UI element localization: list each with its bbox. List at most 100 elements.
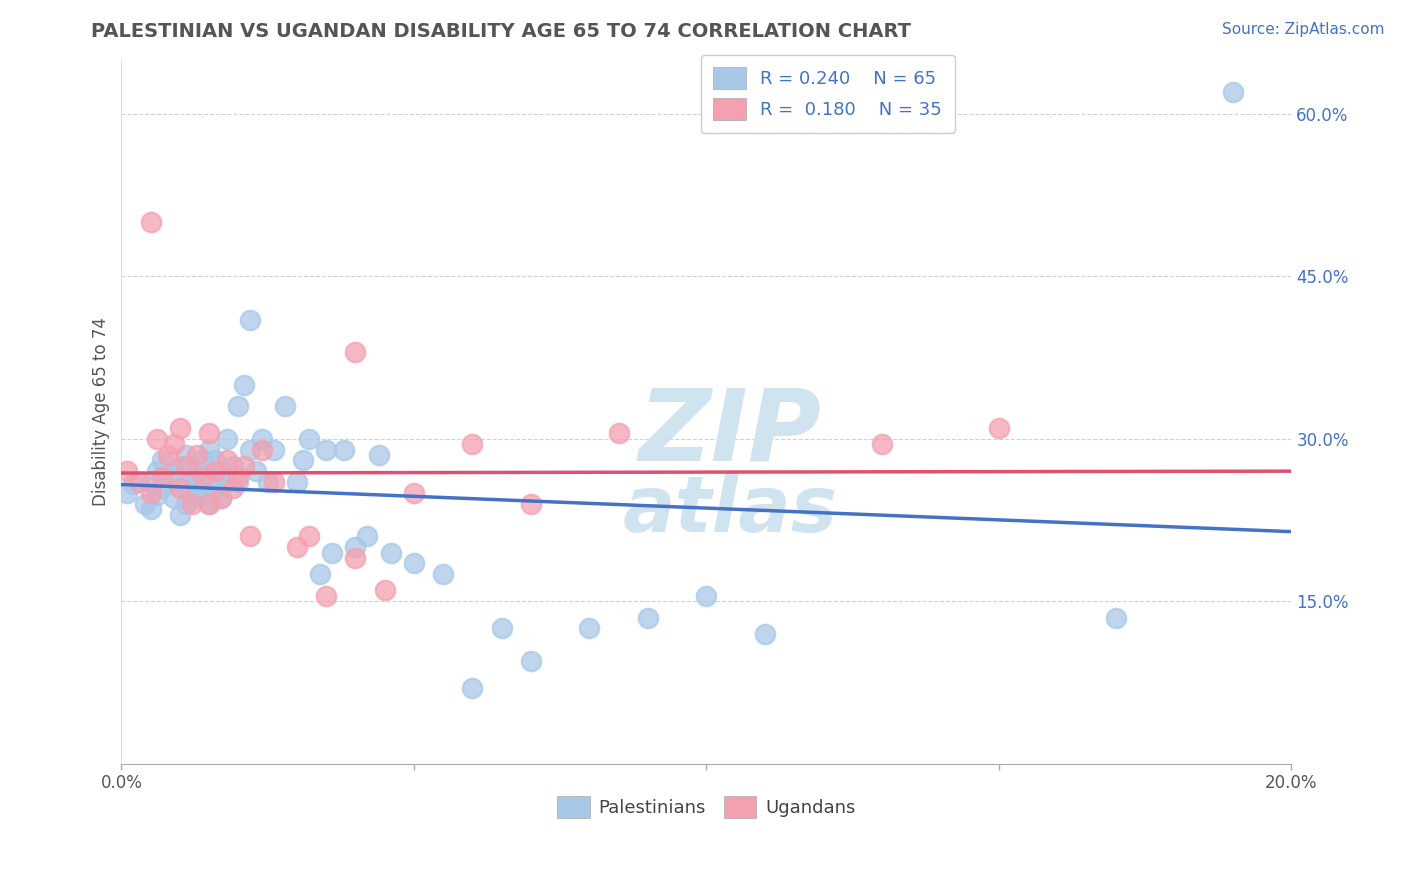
Text: atlas: atlas xyxy=(623,472,838,549)
Point xyxy=(150,481,173,495)
Point xyxy=(228,399,250,413)
Point xyxy=(228,475,250,490)
Point xyxy=(150,453,173,467)
Point xyxy=(174,475,197,490)
Point xyxy=(1222,85,1244,99)
Point xyxy=(520,497,543,511)
Point xyxy=(367,448,389,462)
Point xyxy=(380,545,402,559)
Point xyxy=(198,497,221,511)
Point xyxy=(250,442,273,457)
Point xyxy=(180,469,202,483)
Point xyxy=(221,481,243,495)
Point xyxy=(374,583,396,598)
Point xyxy=(285,475,308,490)
Point xyxy=(578,621,600,635)
Point xyxy=(695,589,717,603)
Point xyxy=(209,491,232,506)
Point xyxy=(157,448,180,462)
Point xyxy=(263,442,285,457)
Point xyxy=(298,529,321,543)
Point xyxy=(204,464,226,478)
Point xyxy=(356,529,378,543)
Point xyxy=(169,481,191,495)
Point xyxy=(193,469,215,483)
Point xyxy=(461,681,484,695)
Point xyxy=(145,432,167,446)
Point xyxy=(117,464,139,478)
Point xyxy=(198,475,221,490)
Point xyxy=(221,458,243,473)
Point xyxy=(174,497,197,511)
Point xyxy=(298,432,321,446)
Point xyxy=(209,464,232,478)
Point xyxy=(607,426,630,441)
Point xyxy=(233,377,256,392)
Point xyxy=(180,491,202,506)
Point xyxy=(139,215,162,229)
Point xyxy=(1105,610,1128,624)
Point xyxy=(987,421,1010,435)
Text: Source: ZipAtlas.com: Source: ZipAtlas.com xyxy=(1222,22,1385,37)
Point xyxy=(186,481,208,495)
Legend: Palestinians, Ugandans: Palestinians, Ugandans xyxy=(550,789,863,825)
Point xyxy=(870,437,893,451)
Point xyxy=(174,448,197,462)
Point xyxy=(344,551,367,566)
Point xyxy=(198,426,221,441)
Point xyxy=(233,458,256,473)
Point xyxy=(209,491,232,506)
Point xyxy=(169,421,191,435)
Point xyxy=(134,497,156,511)
Point xyxy=(344,345,367,359)
Point xyxy=(285,540,308,554)
Text: PALESTINIAN VS UGANDAN DISABILITY AGE 65 TO 74 CORRELATION CHART: PALESTINIAN VS UGANDAN DISABILITY AGE 65… xyxy=(91,22,911,41)
Point xyxy=(186,464,208,478)
Point xyxy=(204,481,226,495)
Point xyxy=(204,453,226,467)
Point xyxy=(402,557,425,571)
Point xyxy=(256,475,278,490)
Y-axis label: Disability Age 65 to 74: Disability Age 65 to 74 xyxy=(93,318,110,506)
Point xyxy=(321,545,343,559)
Point xyxy=(491,621,513,635)
Point xyxy=(239,442,262,457)
Point xyxy=(128,475,150,490)
Point xyxy=(309,567,332,582)
Point xyxy=(145,464,167,478)
Point xyxy=(250,432,273,446)
Point xyxy=(432,567,454,582)
Point xyxy=(193,486,215,500)
Point xyxy=(215,475,238,490)
Point xyxy=(180,497,202,511)
Point xyxy=(520,654,543,668)
Point xyxy=(402,486,425,500)
Point xyxy=(239,312,262,326)
Point xyxy=(291,453,314,467)
Point xyxy=(245,464,267,478)
Point xyxy=(461,437,484,451)
Point xyxy=(274,399,297,413)
Point xyxy=(239,529,262,543)
Point xyxy=(157,473,180,487)
Point xyxy=(163,467,186,481)
Text: ZIP: ZIP xyxy=(638,384,821,482)
Point xyxy=(198,442,221,457)
Point xyxy=(139,475,162,490)
Point xyxy=(169,508,191,522)
Point xyxy=(332,442,354,457)
Point xyxy=(139,502,162,516)
Point xyxy=(169,458,191,473)
Point xyxy=(193,453,215,467)
Point xyxy=(215,453,238,467)
Point xyxy=(637,610,659,624)
Point xyxy=(150,469,173,483)
Point xyxy=(117,486,139,500)
Point xyxy=(163,437,186,451)
Point xyxy=(344,540,367,554)
Point xyxy=(186,448,208,462)
Point xyxy=(228,469,250,483)
Point xyxy=(145,488,167,502)
Point xyxy=(315,589,337,603)
Point xyxy=(163,491,186,506)
